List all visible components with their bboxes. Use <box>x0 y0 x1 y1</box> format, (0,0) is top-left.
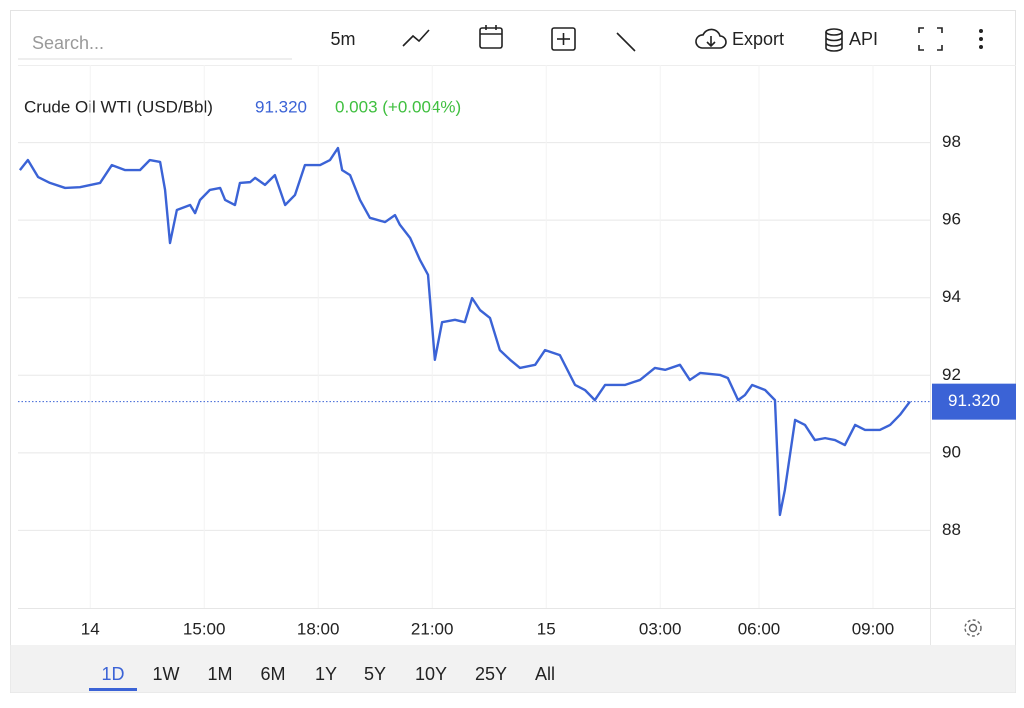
x-tick-label: 15 <box>537 619 556 638</box>
chart-type-icon[interactable] <box>402 29 430 47</box>
range-tab[interactable]: 1D <box>101 664 124 684</box>
x-tick-label: 21:00 <box>411 619 454 638</box>
search-input[interactable]: Search... <box>32 33 104 53</box>
range-bar <box>10 645 1016 693</box>
x-tick-label: 09:00 <box>852 619 895 638</box>
range-tab[interactable]: 1M <box>207 664 232 684</box>
export-button[interactable]: Export <box>732 29 784 49</box>
range-tab[interactable]: 6M <box>260 664 285 684</box>
last-price: 91.320 <box>255 97 307 116</box>
last-price-badge <box>932 383 1016 420</box>
frame <box>10 10 1016 693</box>
x-tick-label: 06:00 <box>738 619 781 638</box>
x-tick-label: 03:00 <box>639 619 682 638</box>
range-tab[interactable]: 1W <box>153 664 180 684</box>
last-price-badge-label: 91.320 <box>948 391 1000 410</box>
range-tab[interactable]: All <box>535 664 555 684</box>
plot: 88 90 92 94 96 98 14 15:00 18:00 21:00 15 03:00 06:0… <box>18 65 961 638</box>
settings-icon[interactable] <box>964 619 982 637</box>
more-menu[interactable] <box>979 29 983 49</box>
add-indicator-icon[interactable] <box>551 27 576 51</box>
range-tab[interactable]: 25Y <box>475 664 507 684</box>
export-icon[interactable] <box>695 28 727 49</box>
fullscreen-icon[interactable] <box>918 27 943 51</box>
range-tabs: 1D 1W 1M 6M 1Y 5Y 10Y 25Y All <box>89 664 555 691</box>
range-tab-underline <box>89 688 137 691</box>
range-tab[interactable]: 1Y <box>315 664 337 684</box>
y-tick-label: 96 <box>942 210 961 229</box>
y-tick-label: 90 <box>942 442 961 461</box>
y-tick-label: 92 <box>942 365 961 384</box>
x-tick-label: 18:00 <box>297 619 340 638</box>
y-tick-label: 88 <box>942 520 961 539</box>
y-tick-label: 94 <box>942 287 961 306</box>
api-icon[interactable] <box>825 28 843 52</box>
tools-icon[interactable] <box>616 32 636 52</box>
range-tab[interactable]: 5Y <box>364 664 386 684</box>
x-tick-label: 14 <box>81 619 100 638</box>
api-button[interactable]: API <box>849 29 878 49</box>
price-line <box>18 146 911 517</box>
y-tick-label: 98 <box>942 132 961 151</box>
x-tick-label: 15:00 <box>183 619 226 638</box>
range-tab[interactable]: 10Y <box>415 664 447 684</box>
calendar-icon[interactable] <box>479 25 503 49</box>
price-change: 0.003 (+0.004%) <box>335 97 461 116</box>
interval-button[interactable]: 5m <box>330 29 355 49</box>
instrument-title: Crude Oil WTI (USD/Bbl) <box>24 97 213 116</box>
